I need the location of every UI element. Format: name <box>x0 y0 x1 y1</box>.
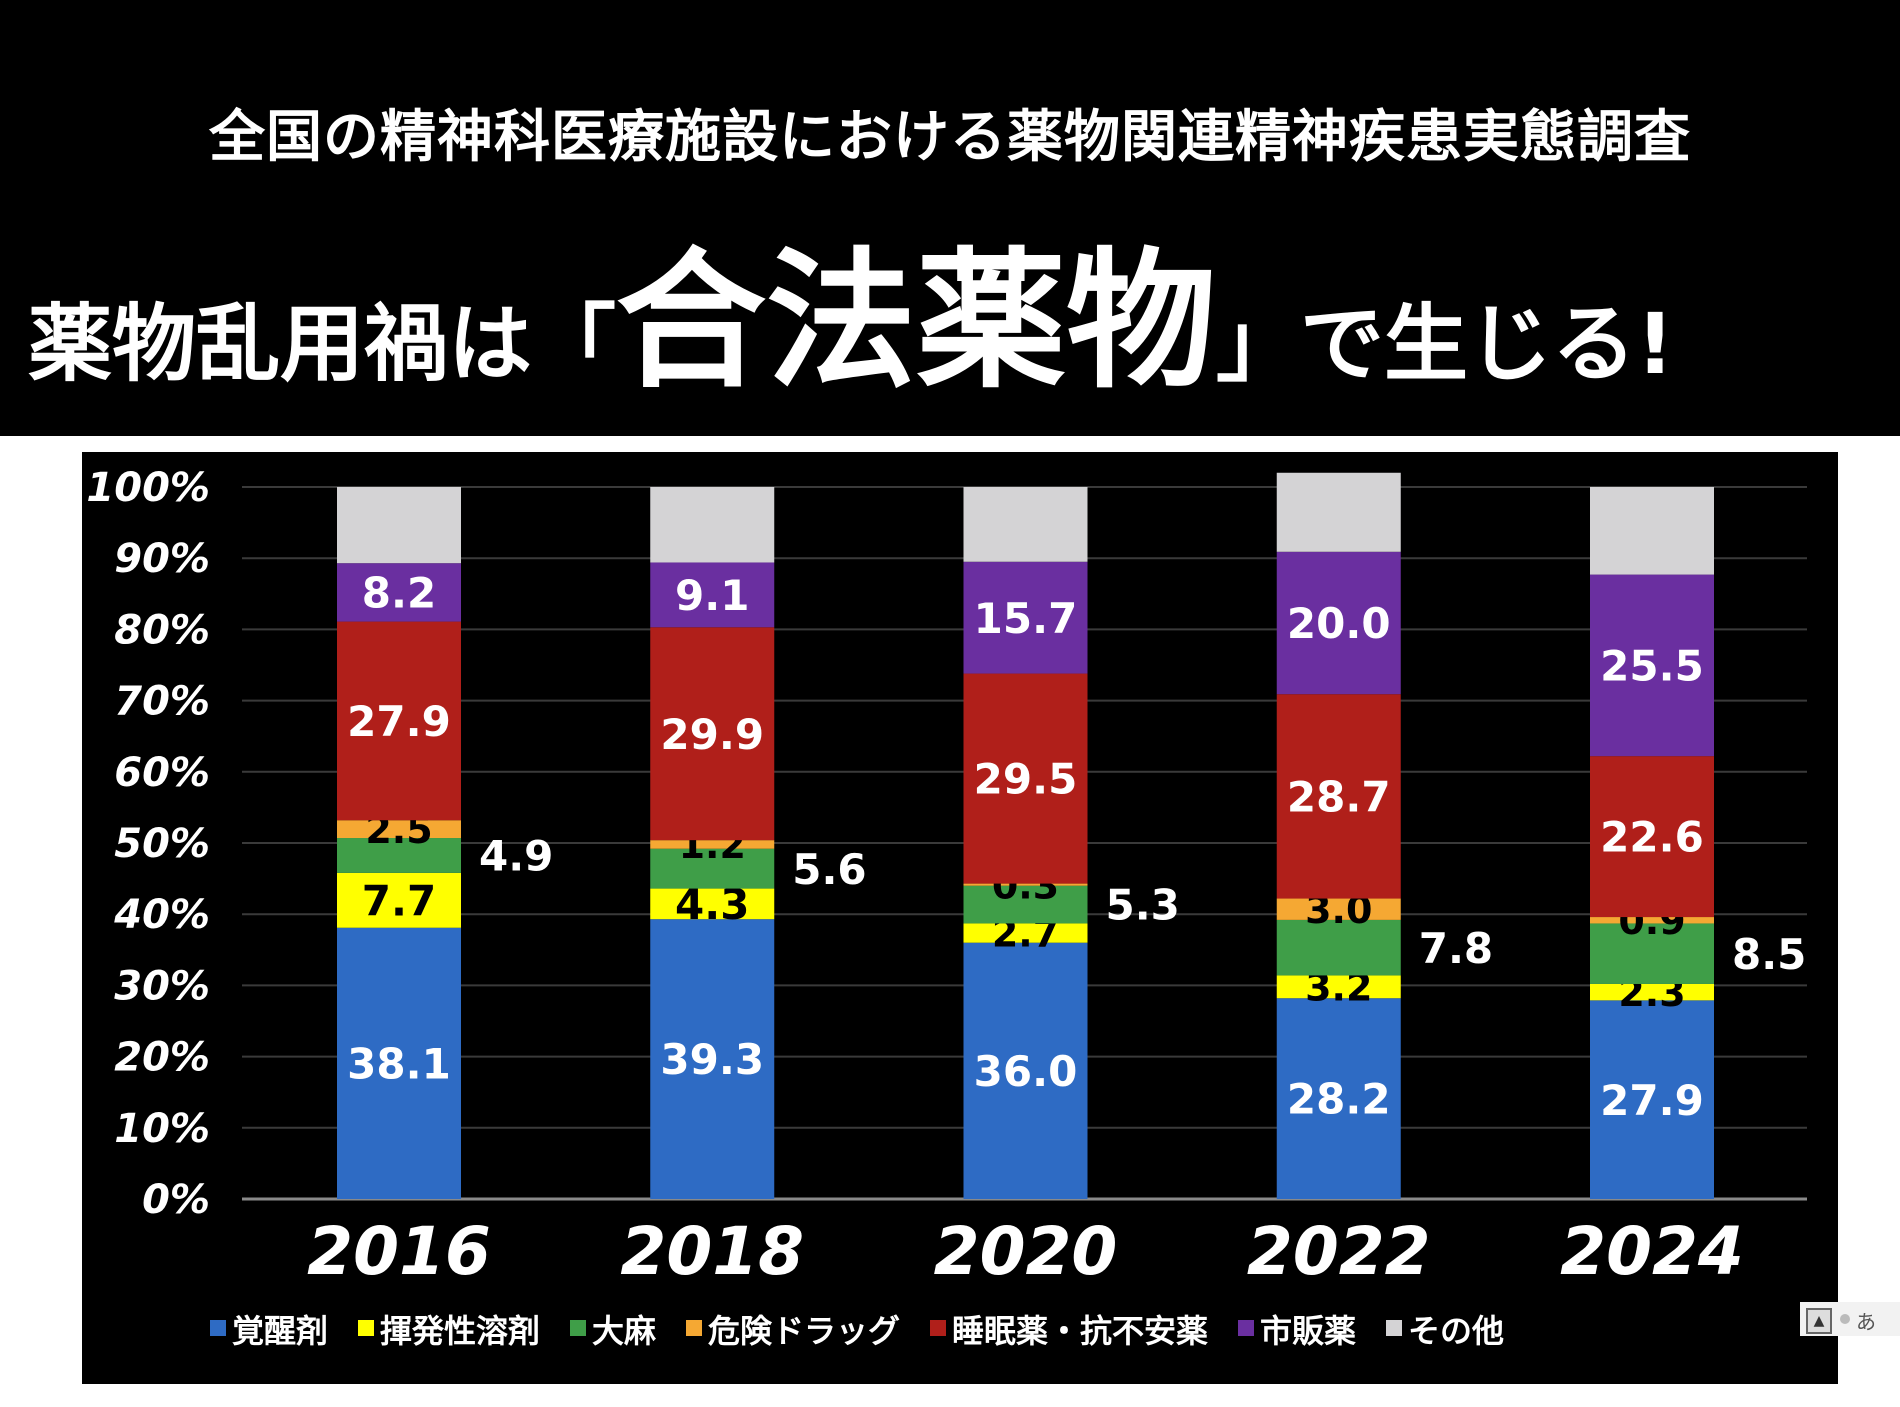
bar-segment <box>650 562 775 628</box>
bar-segment <box>1590 756 1714 918</box>
x-tick-label: 2024 <box>1560 1213 1744 1290</box>
bar-segment <box>963 942 1088 1199</box>
bar-segment <box>963 673 1088 884</box>
bar-segment <box>963 923 1088 943</box>
bar-segment <box>650 848 775 889</box>
y-tick-label: 10% <box>114 1106 210 1152</box>
data-label: 27.9 <box>347 697 451 746</box>
bar-segment <box>650 627 775 841</box>
legend-label: 大麻 <box>592 1312 657 1350</box>
header-banner: 全国の精神科医療施設における薬物関連精神疾患実態調査 薬物乱用禍は「合法薬物」で… <box>0 0 1900 436</box>
data-label: 36.0 <box>974 1047 1078 1096</box>
bar-segment <box>1276 551 1401 695</box>
legend-label: 睡眠薬・抗不安薬 <box>952 1312 1208 1350</box>
data-label: 28.7 <box>1287 772 1391 821</box>
data-label: 28.2 <box>1287 1075 1391 1124</box>
legend-swatch <box>1386 1320 1402 1336</box>
nav-toggle-icon[interactable]: ▲ <box>1806 1308 1832 1334</box>
legend-swatch <box>930 1320 946 1336</box>
y-tick-label: 90% <box>114 536 210 582</box>
bar-segment <box>963 883 1088 886</box>
stacked-bar-chart: 0% 10% 20% 30% 40% 50% 60% 70% 80% 90% 100% 38.1 7.7… <box>86 465 1807 1350</box>
bar-segment <box>963 885 1088 924</box>
data-label: 27.9 <box>1600 1076 1704 1125</box>
bar-segment <box>1590 1000 1714 1199</box>
bar-segment <box>650 840 775 849</box>
headline-emphasis: 合法薬物 <box>616 235 1217 409</box>
bar-segment <box>963 561 1088 674</box>
data-label: 29.9 <box>660 710 764 759</box>
bar-segment <box>650 919 775 1199</box>
legend-swatch <box>686 1320 702 1336</box>
data-label: 38.1 <box>347 1039 451 1088</box>
y-tick-label: 20% <box>114 1035 210 1081</box>
bar-segment <box>1590 923 1714 984</box>
nav-widget[interactable]: ▲ あ <box>1800 1302 1900 1336</box>
bar-segment <box>1590 917 1714 924</box>
data-label: 22.6 <box>1600 813 1704 862</box>
data-label: 29.5 <box>974 755 1078 804</box>
survey-subtitle: 全国の精神科医療施設における薬物関連精神疾患実態調査 <box>209 105 1691 170</box>
y-tick-label: 50% <box>114 821 210 867</box>
bar-segment <box>337 487 461 564</box>
x-tick-label: 2022 <box>1247 1213 1431 1290</box>
bar-segment <box>963 487 1088 562</box>
legend-swatch <box>570 1320 586 1336</box>
bar-segment <box>650 888 775 920</box>
data-label: 7.8 <box>1419 924 1493 973</box>
legend-swatch <box>358 1320 374 1336</box>
bar-segment <box>337 838 461 873</box>
bar-segment <box>1276 694 1401 899</box>
bar-segment <box>337 621 461 821</box>
bar-segment <box>1276 898 1401 920</box>
nav-widget-label: あ <box>1856 1310 1876 1334</box>
headline: 薬物乱用禍は「合法薬物」で生じる! <box>28 200 1674 417</box>
bar-segment <box>337 820 461 839</box>
headline-prefix: 薬物乱用禍は「 <box>28 295 617 393</box>
data-label: 5.6 <box>792 845 866 894</box>
status-dot-icon <box>1840 1314 1850 1324</box>
legend-swatch <box>210 1320 226 1336</box>
legend-label: 揮発性溶剤 <box>380 1312 540 1350</box>
bar-segment <box>337 927 461 1199</box>
y-tick-label: 60% <box>114 750 210 796</box>
bar-segment <box>1276 998 1401 1199</box>
legend-label: 覚醒剤 <box>232 1312 328 1350</box>
legend-label: その他 <box>1408 1312 1504 1350</box>
headline-suffix: 」で生じる! <box>1216 295 1675 393</box>
y-tick-label: 0% <box>142 1177 210 1223</box>
bar-segment <box>1590 574 1714 757</box>
data-label: 5.3 <box>1106 881 1180 930</box>
legend-label: 危険ドラッグ <box>708 1312 900 1350</box>
data-label: 7.7 <box>362 876 436 925</box>
data-label: 25.5 <box>1600 641 1704 690</box>
bar-segment <box>1590 983 1714 1001</box>
data-label: 39.3 <box>660 1035 764 1084</box>
y-tick-label: 80% <box>114 607 210 653</box>
bar-segment <box>337 872 461 928</box>
data-label: 4.9 <box>479 832 553 881</box>
data-label: 20.0 <box>1287 599 1391 648</box>
y-tick-label: 100% <box>86 465 210 511</box>
y-tick-label: 40% <box>113 892 210 938</box>
data-label: 9.1 <box>675 571 749 620</box>
bar-segment <box>1276 975 1401 999</box>
data-label: 8.2 <box>362 568 436 617</box>
chart-panel: 0% 10% 20% 30% 40% 50% 60% 70% 80% 90% 100% 38.1 7.7… <box>82 452 1838 1384</box>
bar-segment <box>1276 472 1401 552</box>
legend-swatch <box>1238 1320 1254 1336</box>
bar-segment <box>1276 919 1401 976</box>
bar-segment <box>337 563 461 622</box>
x-tick-label: 2018 <box>620 1213 804 1290</box>
legend-label: 市販薬 <box>1260 1312 1356 1350</box>
y-tick-label: 30% <box>114 963 210 1009</box>
data-label: 15.7 <box>974 594 1078 643</box>
bar-segment <box>1590 487 1714 575</box>
y-tick-label: 70% <box>114 679 210 725</box>
x-tick-label: 2016 <box>307 1213 491 1290</box>
x-tick-label: 2020 <box>934 1213 1118 1290</box>
bar-segment <box>650 487 775 563</box>
data-label: 8.5 <box>1732 930 1806 979</box>
